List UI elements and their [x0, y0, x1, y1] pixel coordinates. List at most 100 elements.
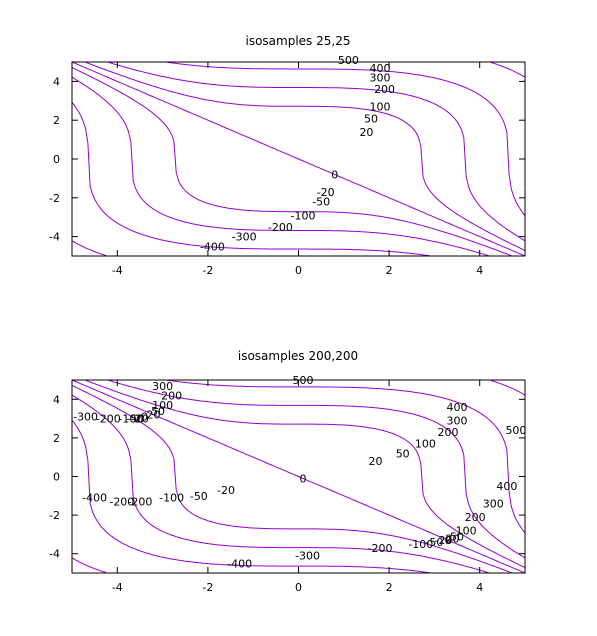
contour-label: 400 [496, 480, 517, 493]
contour-lines [71, 379, 526, 574]
contour-label: 200 [465, 511, 486, 524]
y-tick-label: -4 [49, 548, 60, 561]
contour-label: 500 [293, 374, 314, 387]
contour-label: -300 [232, 231, 257, 244]
y-tick-label: -4 [49, 231, 60, 244]
contour-label: -200 [127, 496, 152, 509]
contour-label: 0 [444, 534, 451, 547]
contour-line [85, 61, 526, 251]
contour-line [71, 384, 512, 574]
contour-label: 100 [152, 399, 173, 412]
contour-label: 300 [370, 72, 391, 85]
contour-label: -100 [118, 413, 143, 426]
contour-label: 400 [447, 401, 468, 414]
contour-label: -300 [73, 411, 98, 424]
contour-label: 100 [370, 101, 391, 114]
contour-line [108, 379, 526, 559]
chart-title: isosamples 200,200 [238, 349, 358, 363]
contour-line [71, 394, 489, 574]
contour-label: 50 [450, 530, 464, 543]
y-tick-label: 4 [53, 75, 60, 88]
contour-label: 50 [364, 112, 378, 125]
x-tick-label: 4 [476, 264, 483, 277]
contour-line [490, 380, 526, 396]
contour-label: 50 [396, 447, 410, 460]
contour-label: 400 [370, 62, 391, 75]
contour-line [71, 379, 526, 574]
contour-line [71, 419, 430, 574]
contour-line [108, 61, 526, 242]
contour-line [167, 379, 526, 534]
contour-label: 100 [415, 438, 436, 451]
contour-label: -400 [82, 492, 107, 505]
contour-line [71, 76, 489, 257]
contour-label: -50 [190, 490, 208, 503]
contour-label: -20 [434, 534, 452, 547]
contour-label: -100 [159, 492, 184, 505]
contour-label: -200 [268, 221, 293, 234]
x-tick-label: 4 [476, 581, 483, 594]
contour-line [71, 101, 430, 257]
contour-label: 300 [152, 380, 173, 393]
contour-line [71, 557, 107, 573]
x-tick-label: 2 [386, 581, 393, 594]
x-tick-label: 0 [295, 264, 302, 277]
x-tick-label: 0 [295, 581, 302, 594]
contour-line [167, 61, 526, 217]
contour-label: 200 [161, 389, 182, 402]
contour-label: 0 [141, 411, 148, 424]
contour-line [71, 67, 512, 257]
contour-label: 300 [447, 415, 468, 428]
contour-label: -300 [295, 550, 320, 563]
contour-label: -100 [408, 538, 433, 551]
contour-label: 500 [338, 54, 359, 67]
contour-label: 100 [456, 525, 477, 538]
contour-label: -20 [217, 484, 235, 497]
contour-label: 300 [483, 498, 504, 511]
y-tick-label: 2 [53, 432, 60, 445]
contour-label: -50 [312, 196, 330, 209]
contour-label: -100 [291, 209, 316, 222]
contour-labels: 50040030020010050200-20-50-100-200-300-4… [200, 54, 395, 253]
contour-label: 20 [446, 532, 460, 545]
contour-label: 20 [359, 126, 373, 139]
contour-label: 20 [147, 409, 161, 422]
x-tick-label: -2 [202, 264, 213, 277]
y-tick-label: 0 [53, 153, 60, 166]
x-tick-label: 2 [386, 264, 393, 277]
x-tick-label: -2 [202, 581, 213, 594]
contour-label: -50 [425, 536, 443, 549]
contour-label: -200 [368, 542, 393, 555]
x-tick-label: -4 [112, 264, 123, 277]
contour-line [490, 62, 526, 78]
contour-label: 500 [505, 424, 526, 437]
contour-label: 200 [437, 426, 458, 439]
contour-label: 20 [369, 455, 383, 468]
y-tick-label: 4 [53, 393, 60, 406]
chart-title: isosamples 25,25 [246, 34, 351, 48]
contour-label: -20 [131, 413, 149, 426]
contour-label: -20 [317, 186, 335, 199]
contour-line [85, 379, 526, 569]
contour-line [71, 240, 107, 256]
contour-line [71, 61, 526, 257]
contour-label: -400 [227, 557, 252, 570]
y-tick-label: 0 [53, 471, 60, 484]
contour-lines [71, 61, 526, 257]
contour-labels: 50030020010050200-20-50-100-200-30040030… [73, 374, 526, 570]
x-tick-label: -4 [112, 581, 123, 594]
contour-label: 50 [151, 405, 165, 418]
contour-label: 0 [300, 472, 307, 485]
contour-label: 200 [374, 83, 395, 96]
contour-label: -200 [109, 496, 134, 509]
y-tick-label: 2 [53, 114, 60, 127]
y-tick-label: -2 [49, 192, 60, 205]
contour-label: -50 [126, 413, 144, 426]
y-tick-label: -2 [49, 509, 60, 522]
contour-label: -200 [96, 413, 121, 426]
